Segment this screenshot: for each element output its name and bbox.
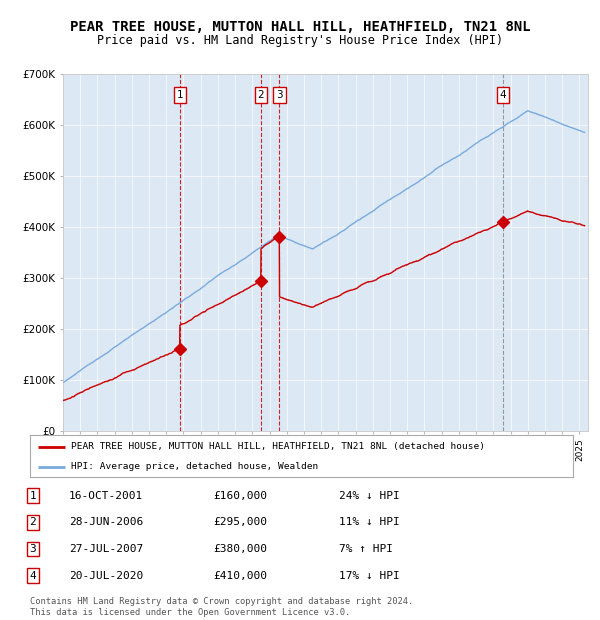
Text: Contains HM Land Registry data © Crown copyright and database right 2024.
This d: Contains HM Land Registry data © Crown c…: [30, 598, 413, 617]
Text: £380,000: £380,000: [213, 544, 267, 554]
Text: 11% ↓ HPI: 11% ↓ HPI: [339, 517, 400, 528]
Text: 2: 2: [257, 90, 264, 100]
Text: 1: 1: [29, 490, 37, 501]
Text: PEAR TREE HOUSE, MUTTON HALL HILL, HEATHFIELD, TN21 8NL (detached house): PEAR TREE HOUSE, MUTTON HALL HILL, HEATH…: [71, 442, 485, 451]
Text: 3: 3: [276, 90, 283, 100]
Text: 27-JUL-2007: 27-JUL-2007: [69, 544, 143, 554]
Text: 1: 1: [176, 90, 183, 100]
Text: £160,000: £160,000: [213, 490, 267, 501]
Text: 17% ↓ HPI: 17% ↓ HPI: [339, 570, 400, 581]
Text: 2: 2: [29, 517, 37, 528]
Text: 20-JUL-2020: 20-JUL-2020: [69, 570, 143, 581]
Text: Price paid vs. HM Land Registry's House Price Index (HPI): Price paid vs. HM Land Registry's House …: [97, 34, 503, 47]
Text: £295,000: £295,000: [213, 517, 267, 528]
Text: PEAR TREE HOUSE, MUTTON HALL HILL, HEATHFIELD, TN21 8NL: PEAR TREE HOUSE, MUTTON HALL HILL, HEATH…: [70, 20, 530, 35]
Text: 3: 3: [29, 544, 37, 554]
Text: 4: 4: [29, 570, 37, 581]
Text: 24% ↓ HPI: 24% ↓ HPI: [339, 490, 400, 501]
Text: £410,000: £410,000: [213, 570, 267, 581]
Text: 4: 4: [499, 90, 506, 100]
Text: 16-OCT-2001: 16-OCT-2001: [69, 490, 143, 501]
Text: 7% ↑ HPI: 7% ↑ HPI: [339, 544, 393, 554]
Text: 28-JUN-2006: 28-JUN-2006: [69, 517, 143, 528]
Text: HPI: Average price, detached house, Wealden: HPI: Average price, detached house, Weal…: [71, 463, 318, 471]
